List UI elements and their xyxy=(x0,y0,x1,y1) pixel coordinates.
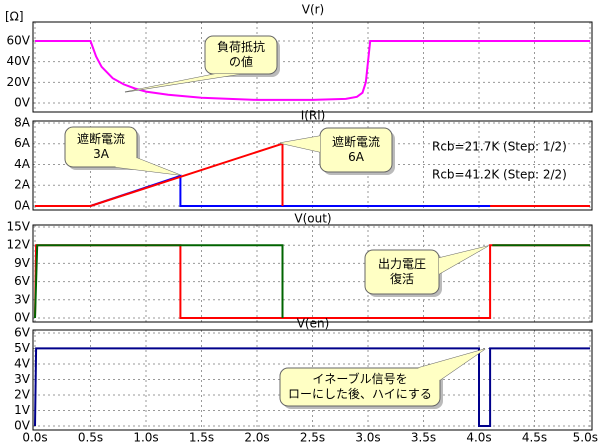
y-tick-label: 4A xyxy=(14,157,31,171)
x-tick-label: 1.5s xyxy=(189,431,214,445)
trace xyxy=(34,244,590,319)
y-tick-label: 0V xyxy=(14,96,31,110)
callout-text: の値 xyxy=(229,54,253,69)
pane-frame xyxy=(32,120,593,211)
callout-box xyxy=(204,35,278,75)
y-tick-label: 0V xyxy=(14,310,31,324)
trace xyxy=(35,40,590,101)
x-tick-label: 3.0s xyxy=(355,431,380,445)
y-tick-label: 40V xyxy=(7,54,31,68)
legend-entry: Rcb=21.7K (Step: 1/2) xyxy=(432,140,567,154)
callout-pointer-fill xyxy=(125,74,240,92)
trace xyxy=(34,347,590,427)
y-tick-label: 2A xyxy=(14,178,31,192)
y-tick-label: 8A xyxy=(14,115,31,129)
callout-pointer-fill xyxy=(439,246,488,274)
x-tick-label: 4.5s xyxy=(522,431,547,445)
y-tick-label: 0V xyxy=(14,418,31,432)
pane-title: V(en) xyxy=(297,317,330,331)
callout-box xyxy=(279,367,441,407)
x-tick-label: 0.0s xyxy=(22,431,47,445)
y-tick-label: 2V xyxy=(14,387,31,401)
x-tick-label: 0.5s xyxy=(78,431,103,445)
callout-text: 負荷抵抗 xyxy=(217,39,265,54)
callout-pointer-fill xyxy=(115,158,180,175)
y-tick-label: 4V xyxy=(14,356,31,370)
x-tick-label: 2.0s xyxy=(244,431,269,445)
y-unit: [Ω] xyxy=(5,10,24,24)
y-tick-label: 6A xyxy=(14,136,31,150)
y-tick-label: 15V xyxy=(7,220,31,234)
x-tick-label: 3.5s xyxy=(411,431,436,445)
pane-frame xyxy=(32,329,593,431)
callout-text: ローにした後、ハイにする xyxy=(288,387,432,401)
callout-text: 出力電圧 xyxy=(378,257,426,271)
y-tick-label: 3V xyxy=(14,372,31,386)
callout-pointer-fill xyxy=(418,349,485,380)
y-tick-label: 6V xyxy=(14,325,31,339)
pane-title: V(r) xyxy=(302,3,325,17)
pane-title: V(out) xyxy=(294,212,331,226)
y-tick-label: 9V xyxy=(14,256,31,270)
legend-entry: Rcb=41.2K (Step: 2/2) xyxy=(432,168,567,182)
x-tick-label: 1.0s xyxy=(133,431,158,445)
callout-pointer-fill xyxy=(280,136,320,152)
callout-text: 6A xyxy=(348,150,365,164)
callout-text: 遮断電流 xyxy=(332,134,380,149)
callout-text: 復活 xyxy=(390,271,414,286)
y-tick-label: 0A xyxy=(14,198,31,212)
callout-text: 遮断電流 xyxy=(77,131,125,146)
pane-title: I(Rl) xyxy=(301,109,326,123)
trace xyxy=(35,142,590,207)
y-tick-label: 60V xyxy=(7,34,31,48)
y-tick-label: 6V xyxy=(14,274,31,288)
callout-box xyxy=(64,126,138,168)
y-tick-label: 3V xyxy=(14,292,31,306)
trace xyxy=(34,244,590,319)
callout-text: イネーブル信号を xyxy=(312,371,407,386)
pane-frame xyxy=(32,224,593,323)
y-tick-label: 12V xyxy=(7,238,31,252)
x-tick-label: 4.0s xyxy=(466,431,491,445)
y-tick-label: 5V xyxy=(14,341,31,355)
pane-frame xyxy=(32,21,593,113)
x-tick-label: 5.0s xyxy=(573,431,598,445)
callout-text: 3A xyxy=(93,147,110,161)
x-tick-label: 2.5s xyxy=(300,431,325,445)
y-tick-label: 20V xyxy=(7,75,31,89)
y-tick-label: 1V xyxy=(14,403,31,417)
